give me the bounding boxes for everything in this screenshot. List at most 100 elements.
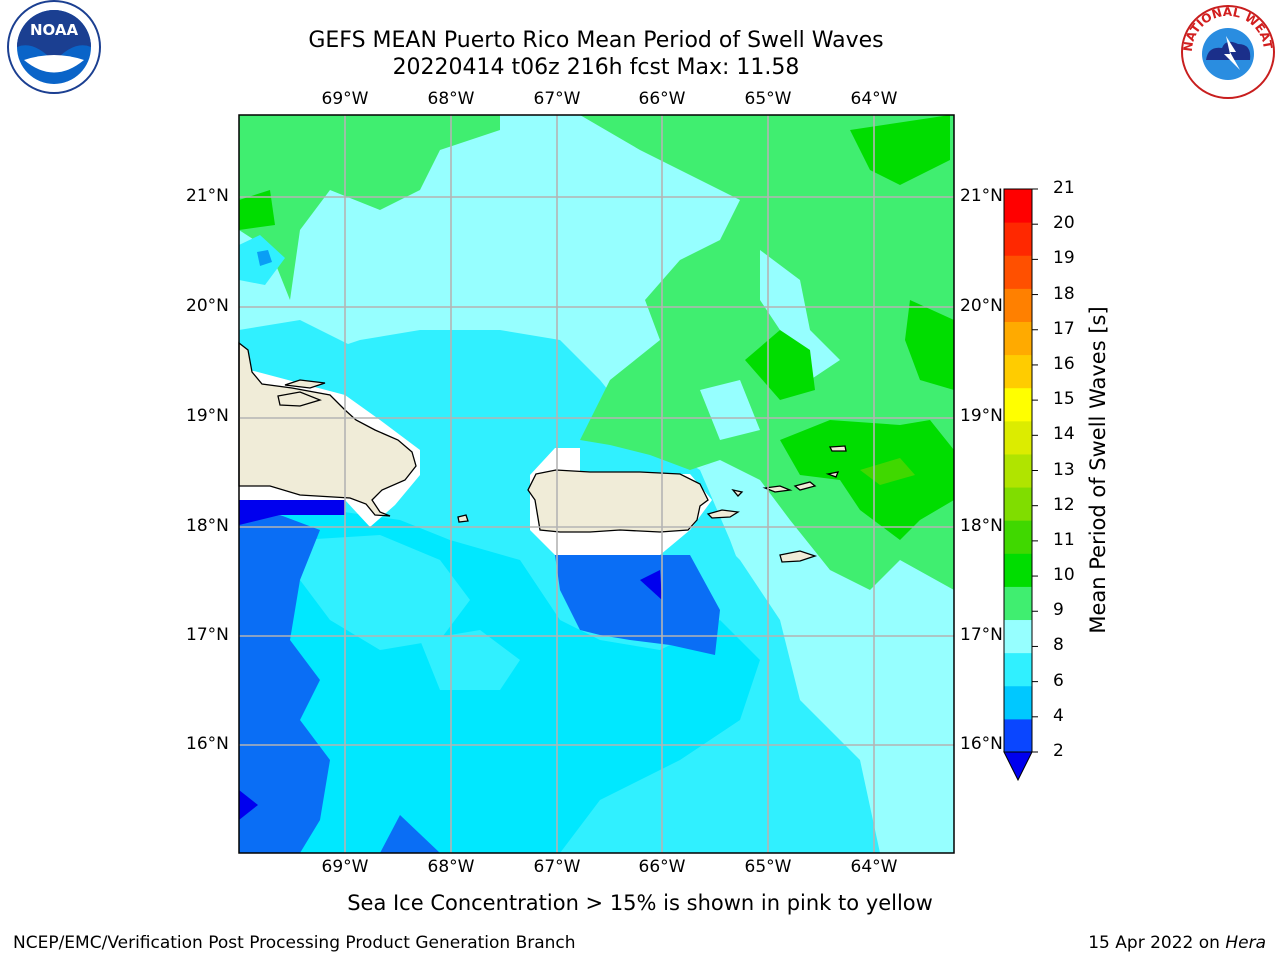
colorbar-band-14 (1004, 288, 1032, 322)
puerto-rico-land (527, 469, 709, 533)
contour-band-2-4-pr-south (555, 555, 720, 655)
lon-label-bottom-66w: 66°W (638, 857, 686, 877)
virgin-islands-tortola (793, 481, 817, 491)
noaa-logo-text: NOAA (30, 21, 79, 39)
coastlines (238, 341, 847, 563)
lat-label-left-21n: 21°N (186, 186, 229, 206)
gridlines (239, 115, 954, 853)
sea-ice-note: Sea Ice Concentration > 15% is shown in … (0, 891, 1280, 915)
culebra-island (731, 488, 744, 497)
noaa-logo: NOAA (7, 0, 101, 94)
footer-host: Hera (1225, 933, 1266, 953)
colorbar-tick-label: 19 (1053, 248, 1075, 269)
colorbar-band-15 (1004, 255, 1032, 289)
contour-patch-light-2 (420, 630, 520, 690)
colorbar-tick-label: 17 (1053, 318, 1075, 339)
lon-label-bottom-65w: 65°W (744, 857, 792, 877)
colorbar (1003, 188, 1038, 782)
contour-patch-cyan-ne-2 (700, 380, 760, 440)
virgin-islands-st-thomas (762, 485, 793, 493)
map-frame (238, 114, 955, 854)
colorbar-tick-label: 15 (1053, 389, 1075, 410)
turks-islet (284, 379, 326, 389)
colorbar-band-16 (1004, 222, 1032, 256)
lon-label-top-68w: 68°W (427, 89, 475, 109)
contour-band-10-11-a (850, 115, 950, 185)
virgin-islands-st-croix (779, 550, 818, 563)
contour-band-below-2-sw (239, 790, 258, 820)
colorbar-band-4 (1004, 619, 1032, 654)
nws-logo: NATIONAL WEATHER SERVICE (1178, 2, 1275, 99)
lat-label-right-17n: 17°N (960, 625, 1003, 645)
lat-label-left-18n: 18°N (186, 516, 229, 536)
colorbar-band-10 (1004, 420, 1032, 455)
colorbar-tick-label: 14 (1053, 424, 1075, 445)
lat-label-left-19n: 19°N (186, 406, 229, 426)
contour-band-below-2-west (239, 500, 345, 525)
contour-band-2-4-southcentral (380, 815, 440, 853)
lat-label-right-21n: 21°N (960, 186, 1003, 206)
colorbar-band-12 (1004, 354, 1032, 389)
map-subtitle: 20220414 t06z 216h fcst Max: 11.58 (392, 55, 800, 80)
colorbar-tick-label: 8 (1053, 635, 1064, 656)
lat-label-right-20n: 20°N (960, 296, 1003, 316)
colorbar-tick-label: 21 (1053, 178, 1075, 198)
colorbar-band-9 (1004, 453, 1032, 488)
sea-ice-note-text: Sea Ice Concentration > 15% is shown in … (347, 891, 933, 915)
colorbar-band-6 (1004, 553, 1032, 587)
colorbar-band-1 (1004, 718, 1032, 753)
colorbar-tick-label: 10 (1053, 565, 1075, 586)
lon-label-bottom-67w: 67°W (533, 857, 581, 877)
lat-label-right-16n: 16°N (960, 734, 1003, 754)
hispaniola-land (238, 341, 417, 517)
contour-patch-cyan-ne-1 (760, 250, 840, 380)
lon-label-top-66w: 66°W (638, 89, 686, 109)
colorbar-tick-label: 18 (1053, 283, 1075, 304)
map-title: GEFS MEAN Puerto Rico Mean Period of Swe… (308, 28, 884, 53)
north-hispaniola-islet (277, 391, 322, 407)
colorbar-band-8 (1004, 487, 1032, 521)
vieques-island (706, 509, 740, 519)
colorbar-band-11 (1004, 387, 1032, 422)
colorbar-band-17 (1004, 189, 1032, 223)
lat-label-left-16n: 16°N (186, 734, 229, 754)
contour-band-below-2-pr (640, 570, 662, 600)
contour-band-10-11-c (905, 300, 954, 390)
colorbar-band-7 (1004, 520, 1032, 554)
lat-label-right-19n: 19°N (960, 406, 1003, 426)
colorbar-tick-label: 16 (1053, 353, 1075, 374)
lon-label-top-65w: 65°W (744, 89, 792, 109)
contour-band-10-11-d (780, 420, 954, 540)
colorbar-label: Mean Period of Swell Waves [s] (1086, 306, 1110, 634)
colorbar-band-3 (1004, 652, 1032, 687)
contour-patch-light-1 (300, 535, 470, 650)
lat-label-right-18n: 18°N (960, 516, 1003, 536)
colorbar-tick-label: 6 (1053, 670, 1064, 691)
footer-credit: NCEP/EMC/Verification Post Processing Pr… (13, 933, 576, 953)
contour-band-10-11-b (745, 330, 815, 400)
contour-patch-west-2-4 (257, 250, 272, 266)
lon-label-bottom-69w: 69°W (321, 857, 369, 877)
lon-label-top-67w: 67°W (533, 89, 581, 109)
colorbar-tick-label: 2 (1053, 741, 1064, 761)
anegada-island (828, 445, 847, 452)
colorbar-tick-label: 12 (1053, 494, 1075, 515)
colorbar-band-13 (1004, 321, 1032, 356)
contour-band-9-10-nw (239, 115, 500, 300)
colorbar-tick-label: 13 (1053, 459, 1075, 480)
lon-label-top-69w: 69°W (321, 89, 369, 109)
colorbar-tick-label: 4 (1053, 705, 1064, 726)
lat-label-left-17n: 17°N (186, 625, 229, 645)
contour-band-10-11-e (239, 190, 275, 230)
lon-label-bottom-68w: 68°W (427, 857, 475, 877)
contour-band-2-4-west (239, 515, 330, 853)
colorbar-tick-label: 11 (1053, 529, 1075, 550)
colorbar-tick-label: 20 (1053, 213, 1075, 234)
lon-label-top-64w: 64°W (850, 89, 898, 109)
sombrero-island (825, 471, 840, 478)
lon-label-bottom-64w: 64°W (850, 857, 898, 877)
colorbar-band-5 (1004, 586, 1032, 621)
colorbar-band-2 (1004, 685, 1032, 720)
lat-label-left-20n: 20°N (186, 296, 229, 316)
